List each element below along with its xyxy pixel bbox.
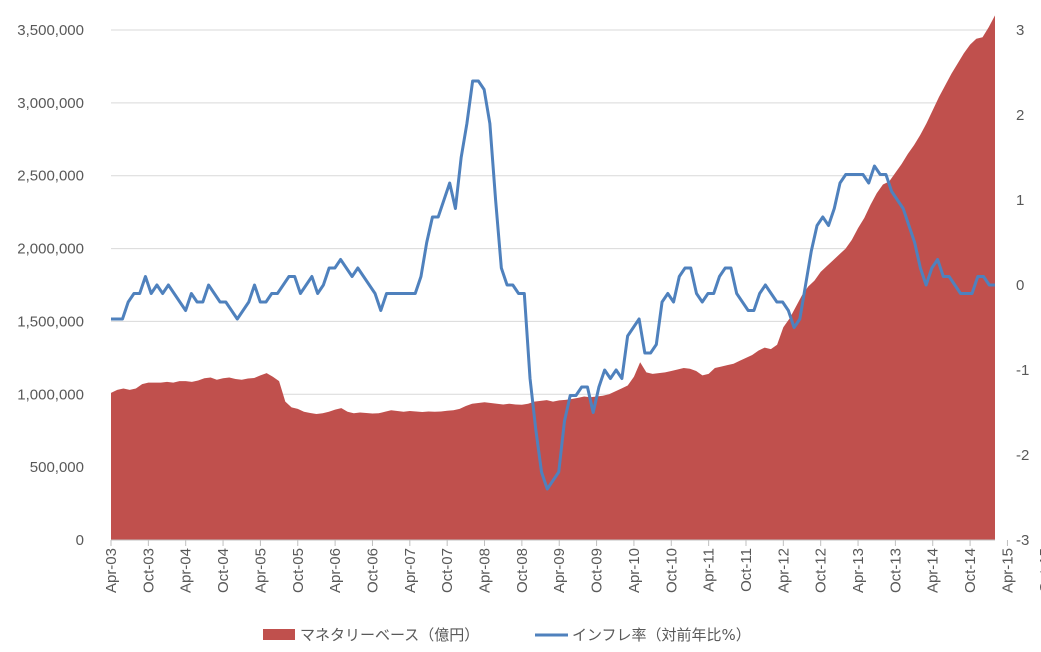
y-right-tick-label: 0 <box>1016 277 1024 294</box>
x-tick-labels: Apr-03 Oct-03 Apr-04 Oct-04 Apr-05 Oct-05 Apr-… <box>103 540 1041 593</box>
x-tick-label: Oct-11 <box>738 548 755 592</box>
x-tick-label: Oct-05 <box>290 548 307 593</box>
x-tick-label: Oct-03 <box>140 548 157 593</box>
x-tick-label: Apr-05 <box>252 548 269 593</box>
x-tick-label: Apr-14 <box>925 548 942 593</box>
y-right-tick-labels: -3 -2 -1 0 1 2 3 <box>1016 22 1029 549</box>
x-tick-label: Apr-06 <box>327 548 344 593</box>
area-series <box>111 15 995 541</box>
x-tick-label: Oct-10 <box>663 548 680 593</box>
y-right-tick-label: 2 <box>1016 107 1024 124</box>
x-tick-label: Apr-13 <box>850 548 867 593</box>
inflation-line <box>111 79 995 491</box>
x-tick-label: Apr-11 <box>701 548 718 592</box>
y-left-tick-label: 0 <box>76 532 84 549</box>
y-left-tick-label: 2,000,000 <box>17 241 84 258</box>
y-right-tick-label: -3 <box>1016 532 1029 549</box>
y-left-tick-labels: 0 500,000 1,000,000 1,500,000 2,000,000 2,500… <box>17 22 84 549</box>
x-tick-label: Apr-10 <box>626 548 643 593</box>
monetary-base-area <box>111 15 995 541</box>
y-right-tick-label: -1 <box>1016 362 1029 379</box>
y-left-tick-label: 2,500,000 <box>17 168 84 185</box>
legend: マネタリーベース（億円） インフレ率（対前年比%） <box>263 626 751 644</box>
y-left-tick-label: 1,500,000 <box>17 313 84 330</box>
x-tick-label: Apr-12 <box>775 548 792 593</box>
legend-swatch-monetary-base <box>263 629 295 640</box>
legend-label-monetary-base: マネタリーベース（億円） <box>300 626 479 644</box>
x-tick-label: Apr-07 <box>402 548 419 593</box>
x-tick-label: Apr-04 <box>178 548 195 593</box>
y-left-tick-label: 3,500,000 <box>17 22 84 39</box>
x-tick-label: Apr-08 <box>477 548 494 593</box>
y-right-tick-label: 3 <box>1016 22 1024 39</box>
legend-label-inflation: インフレ率（対前年比%） <box>572 626 751 644</box>
y-right-tick-label: -2 <box>1016 447 1029 464</box>
x-tick-label: Oct-15 <box>1037 548 1041 593</box>
x-tick-label: Apr-15 <box>999 548 1016 593</box>
x-tick-label: Oct-07 <box>439 548 456 593</box>
x-tick-label: Oct-13 <box>887 548 904 593</box>
y-left-tick-label: 3,000,000 <box>17 95 84 112</box>
x-tick-label: Oct-12 <box>813 548 830 593</box>
x-tick-label: Oct-06 <box>364 548 381 593</box>
x-tick-label: Oct-04 <box>215 548 232 593</box>
x-tick-label: Oct-09 <box>589 548 606 593</box>
x-tick-label: Oct-14 <box>962 548 979 593</box>
x-tick-label: Apr-09 <box>551 548 568 593</box>
y-left-tick-label: 500,000 <box>30 459 84 476</box>
line-series <box>111 79 995 491</box>
x-tick-label: Oct-08 <box>514 548 531 593</box>
y-right-tick-label: 1 <box>1016 192 1024 209</box>
x-tick-label: Apr-03 <box>103 548 120 593</box>
y-left-tick-label: 1,000,000 <box>17 386 84 403</box>
